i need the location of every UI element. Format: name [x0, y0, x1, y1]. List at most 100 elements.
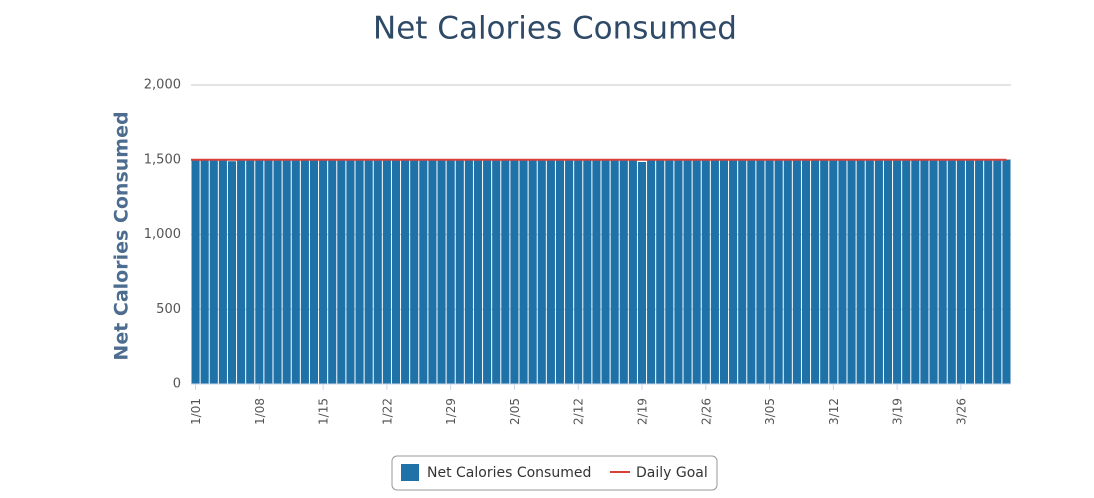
bar [346, 159, 355, 384]
bar [738, 159, 747, 384]
bar [1002, 159, 1011, 384]
legend-label[interactable]: Daily Goal [636, 465, 708, 481]
bar [920, 159, 929, 384]
bar [364, 159, 373, 384]
bar [729, 159, 738, 384]
bar [665, 159, 674, 384]
bar [337, 159, 346, 384]
bar [355, 159, 364, 384]
bar [291, 159, 300, 384]
bar [756, 159, 765, 384]
bar [300, 159, 309, 384]
bar [829, 159, 838, 384]
bar [273, 159, 282, 384]
bar [847, 159, 856, 384]
bar [401, 159, 410, 384]
bar [637, 161, 647, 384]
bar [200, 159, 209, 384]
bar [811, 159, 820, 384]
bar [419, 159, 428, 384]
bar [601, 159, 610, 384]
bar [455, 159, 464, 384]
x-tick-label: 2/05 [508, 398, 522, 425]
bar [528, 159, 537, 384]
bar [483, 159, 492, 384]
bar [820, 159, 829, 384]
bar [519, 159, 528, 384]
x-tick-label: 1/22 [380, 398, 394, 425]
bar [975, 159, 984, 384]
bar [391, 159, 401, 384]
bar [801, 159, 811, 384]
bar [437, 159, 446, 384]
bar [501, 159, 510, 384]
bar [574, 159, 583, 384]
x-tick-label: 1/08 [253, 398, 267, 425]
bar [619, 159, 628, 384]
bar [328, 159, 337, 384]
bar [674, 159, 683, 384]
bar [282, 159, 291, 384]
bar [246, 159, 255, 384]
bar [565, 159, 574, 384]
bar [592, 159, 601, 384]
x-tick-label: 1/15 [317, 398, 331, 425]
x-tick-label: 3/05 [763, 398, 777, 425]
y-tick-label: 0 [173, 377, 181, 392]
bar [893, 159, 902, 384]
bar [710, 159, 719, 384]
bar [428, 159, 437, 384]
bar [984, 159, 993, 384]
x-tick-label: 3/12 [827, 398, 841, 425]
bar [555, 159, 565, 384]
x-tick-label: 3/19 [891, 398, 905, 425]
bar [838, 159, 847, 384]
bar [373, 159, 382, 384]
bar [255, 159, 264, 384]
bar [264, 159, 273, 384]
y-tick-label: 500 [156, 302, 181, 317]
bar [938, 159, 947, 384]
x-tick-label: 3/26 [954, 398, 968, 425]
bar [783, 159, 792, 384]
x-tick-label: 1/01 [189, 398, 203, 425]
y-tick-label: 1,000 [144, 227, 181, 242]
bar [583, 159, 592, 384]
bar [537, 159, 546, 384]
bar [319, 159, 328, 384]
chart-title: Net Calories Consumed [373, 11, 737, 47]
bar [473, 159, 483, 384]
y-tick-label: 1,500 [144, 152, 181, 167]
bar [692, 159, 701, 384]
bar [492, 159, 501, 384]
bar [792, 159, 801, 384]
bar [874, 159, 883, 384]
bar [947, 159, 956, 384]
bar [191, 159, 200, 384]
bar [647, 159, 656, 384]
bar [765, 159, 774, 384]
bar [965, 159, 975, 384]
bar [902, 159, 911, 384]
bar [683, 159, 692, 384]
bar [929, 159, 938, 384]
bar [382, 159, 391, 384]
bar [510, 159, 519, 384]
bar [747, 159, 756, 384]
bar [911, 159, 920, 384]
bar [628, 159, 637, 384]
bar [701, 159, 710, 384]
bar [610, 159, 619, 384]
bar [546, 159, 555, 384]
legend-label[interactable]: Net Calories Consumed [427, 465, 591, 481]
legend-swatch [401, 464, 419, 481]
bar [956, 159, 965, 384]
bar [865, 159, 874, 384]
x-tick-label: 1/29 [444, 398, 458, 425]
bar [883, 159, 893, 384]
bar [774, 159, 783, 384]
bar [218, 159, 227, 384]
bar [209, 159, 218, 384]
y-tick-label: 2,000 [144, 78, 181, 93]
